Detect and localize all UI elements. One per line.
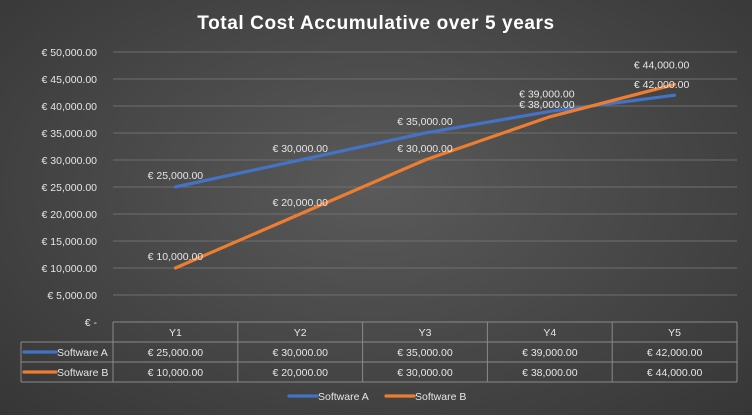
y-tick-label: € 10,000.00 (42, 263, 98, 275)
table-header-cell: Y1 (169, 327, 182, 339)
data-label: € 30,000.00 (397, 143, 453, 155)
series-line-software-b (173, 82, 677, 270)
table-cell: € 30,000.00 (397, 367, 453, 379)
table-cell: € 44,000.00 (647, 367, 703, 379)
table-cell: € 30,000.00 (272, 347, 328, 359)
table-cell: € 25,000.00 (148, 347, 204, 359)
y-tick-label: € 35,000.00 (42, 128, 98, 140)
data-label: € 30,000.00 (272, 143, 328, 155)
table-series-name: Software B (57, 367, 108, 379)
data-label: € 20,000.00 (272, 197, 328, 209)
table-cell: € 10,000.00 (148, 367, 204, 379)
y-tick-label: € 15,000.00 (42, 236, 98, 248)
data-label: € 25,000.00 (148, 170, 204, 182)
legend-label: Software A (318, 391, 369, 403)
data-label: € 38,000.00 (519, 99, 575, 111)
y-tick-label: € 20,000.00 (42, 209, 98, 221)
data-label: € 35,000.00 (397, 116, 453, 128)
y-tick-label: € 25,000.00 (42, 182, 98, 194)
y-tick-label: € 50,000.00 (42, 47, 98, 59)
series-lines (173, 82, 677, 270)
chart-title: Total Cost Accumulative over 5 years (197, 13, 554, 34)
table-header-cell: Y5 (668, 327, 681, 339)
data-table: Y1 Y2 Y3 Y4 Y5 Software A € 25,000.00 € 30,000.… (20, 321, 738, 383)
data-label: € 42,000.00 (634, 79, 690, 91)
table-series-name: Software A (57, 347, 108, 359)
data-labels: € 25,000.00 € 30,000.00 € 35,000.00 € 39,00… (148, 59, 690, 263)
y-axis-ticks: € - € 5,000.00 € 10,000.00 € 15,000.00 € 20,… (42, 47, 98, 329)
table-cell: € 38,000.00 (522, 367, 578, 379)
y-tick-label: € 5,000.00 (47, 290, 97, 302)
data-label: € 44,000.00 (634, 59, 690, 71)
table-cell: € 20,000.00 (272, 367, 328, 379)
table-cell: € 42,000.00 (647, 347, 703, 359)
series-line-software-a (173, 93, 677, 189)
y-tick-label: € 40,000.00 (42, 101, 98, 113)
data-label: € 10,000.00 (148, 251, 204, 263)
data-label: € 39,000.00 (519, 88, 575, 100)
table-cell: € 39,000.00 (522, 347, 578, 359)
table-header-cell: Y4 (543, 327, 556, 339)
legend-label: Software B (415, 391, 466, 403)
y-tick-label: € - (85, 317, 98, 329)
y-tick-label: € 45,000.00 (42, 74, 98, 86)
y-tick-label: € 30,000.00 (42, 155, 98, 167)
table-header-cell: Y2 (294, 327, 307, 339)
table-cell: € 35,000.00 (397, 347, 453, 359)
table-header-cell: Y3 (419, 327, 432, 339)
legend: Software A Software B (287, 391, 466, 403)
